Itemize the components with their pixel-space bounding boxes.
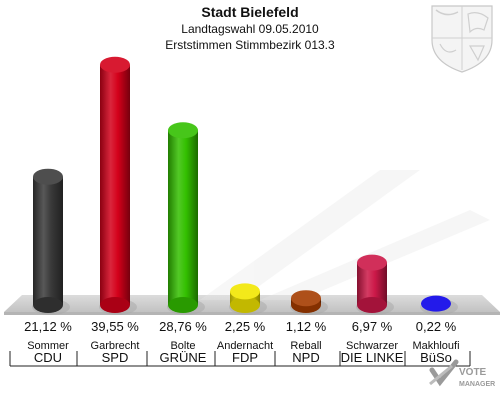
value-label: 21,12 % [24, 319, 72, 334]
vote-manager-watermark: VOTE MANAGER [429, 359, 495, 388]
party-labels: CDU SPD GRÜNE FDP NPD DIE LINKE BüSo [9, 350, 471, 367]
bar-grüne [167, 122, 205, 315]
bar-büso [420, 295, 458, 315]
floor-rays [200, 170, 490, 300]
party-bracket-lines [9, 351, 471, 367]
bar-die-linke [356, 254, 394, 315]
party-name: NPD [292, 350, 319, 365]
party-name: FDP [232, 350, 258, 365]
party-name-group: CDU SPD GRÜNE FDP NPD DIE LINKE BüSo [34, 350, 452, 365]
chart-title: Stadt Bielefeld [201, 4, 298, 20]
chart-subtitle-election: Landtagswahl 09.05.2010 [181, 22, 319, 36]
value-label: 28,76 % [159, 319, 207, 334]
value-label: 6,97 % [352, 319, 393, 334]
candidate-name: Sommer [27, 340, 69, 352]
candidate-name: Makhloufi [412, 340, 459, 352]
candidate-name: Garbrecht [91, 340, 140, 352]
watermark-manager: MANAGER [459, 381, 495, 388]
watermark-vote: VOTE [459, 367, 487, 378]
party-name: BüSo [420, 350, 452, 365]
chart-subtitle-district: Erststimmen Stimmbezirk 013.3 [165, 38, 335, 52]
vote-check-icon [429, 359, 459, 387]
party-name: CDU [34, 350, 62, 365]
candidate-name: Reball [290, 340, 321, 352]
bar-spd [99, 56, 137, 315]
party-name: SPD [102, 350, 129, 365]
bar-group [32, 56, 458, 315]
candidate-name: Bolte [170, 340, 195, 352]
candidate-name: Schwarzer [346, 340, 398, 352]
bar-npd [290, 290, 328, 315]
value-label: 39,55 % [91, 319, 139, 334]
value-label: 2,25 % [225, 319, 266, 334]
candidate-labels: Sommer Garbrecht Bolte Andernacht Reball Schw… [27, 340, 459, 352]
candidate-name: Andernacht [217, 340, 273, 352]
nrw-coat-of-arms-icon [431, 5, 493, 73]
value-labels: 21,12 % 39,55 % 28,76 % 2,25 % 1,12 % 6,97 % 0… [24, 319, 457, 334]
party-name: GRÜNE [160, 350, 207, 365]
value-label: 1,12 % [286, 319, 327, 334]
party-name: DIE LINKE [341, 350, 404, 365]
value-label: 0,22 % [416, 319, 457, 334]
bar-cdu [32, 168, 70, 315]
bar-fdp [229, 283, 267, 315]
